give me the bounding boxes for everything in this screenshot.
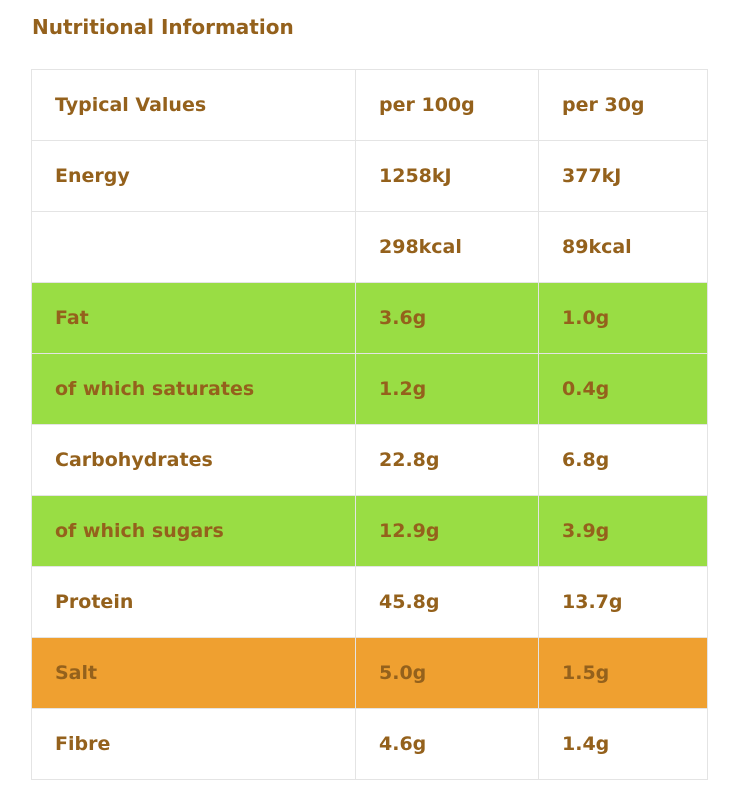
per-100g-value: 3.6g	[355, 282, 539, 354]
table-row-header: Typical Values per 100g per 30g	[31, 69, 708, 141]
page-title: Nutritional Information	[32, 15, 294, 39]
per-100g-value: per 100g	[355, 69, 539, 141]
table-row-carbohydrates: Carbohydrates 22.8g 6.8g	[31, 424, 708, 496]
row-label: of which saturates	[31, 353, 356, 425]
row-label: of which sugars	[31, 495, 356, 567]
per-30g-value: 0.4g	[538, 353, 708, 425]
per-100g-value: 12.9g	[355, 495, 539, 567]
row-label: Fat	[31, 282, 356, 354]
per-30g-value: 377kJ	[538, 140, 708, 212]
per-100g-value: 298kcal	[355, 211, 539, 283]
table-row-saturates: of which saturates 1.2g 0.4g	[31, 353, 708, 425]
per-30g-value: 3.9g	[538, 495, 708, 567]
per-30g-value: per 30g	[538, 69, 708, 141]
row-label: Salt	[31, 637, 356, 709]
nutrition-table: Typical Values per 100g per 30g Energy 1…	[31, 69, 708, 780]
per-100g-value: 1258kJ	[355, 140, 539, 212]
per-30g-value: 6.8g	[538, 424, 708, 496]
table-row-sugars: of which sugars 12.9g 3.9g	[31, 495, 708, 567]
row-label: Protein	[31, 566, 356, 638]
table-row-fibre: Fibre 4.6g 1.4g	[31, 708, 708, 780]
per-30g-value: 89kcal	[538, 211, 708, 283]
table-row-salt: Salt 5.0g 1.5g	[31, 637, 708, 709]
table-row-fat: Fat 3.6g 1.0g	[31, 282, 708, 354]
per-100g-value: 1.2g	[355, 353, 539, 425]
row-label: Fibre	[31, 708, 356, 780]
row-label: Energy	[31, 140, 356, 212]
table-row-energy-kj: Energy 1258kJ 377kJ	[31, 140, 708, 212]
per-30g-value: 13.7g	[538, 566, 708, 638]
per-100g-value: 5.0g	[355, 637, 539, 709]
nutrition-table-body: Typical Values per 100g per 30g Energy 1…	[31, 69, 708, 780]
row-label: Carbohydrates	[31, 424, 356, 496]
per-100g-value: 45.8g	[355, 566, 539, 638]
per-30g-value: 1.4g	[538, 708, 708, 780]
row-label	[31, 211, 356, 283]
per-100g-value: 22.8g	[355, 424, 539, 496]
per-30g-value: 1.5g	[538, 637, 708, 709]
row-label: Typical Values	[31, 69, 356, 141]
table-row-protein: Protein 45.8g 13.7g	[31, 566, 708, 638]
table-row-energy-kcal: 298kcal 89kcal	[31, 211, 708, 283]
per-30g-value: 1.0g	[538, 282, 708, 354]
per-100g-value: 4.6g	[355, 708, 539, 780]
